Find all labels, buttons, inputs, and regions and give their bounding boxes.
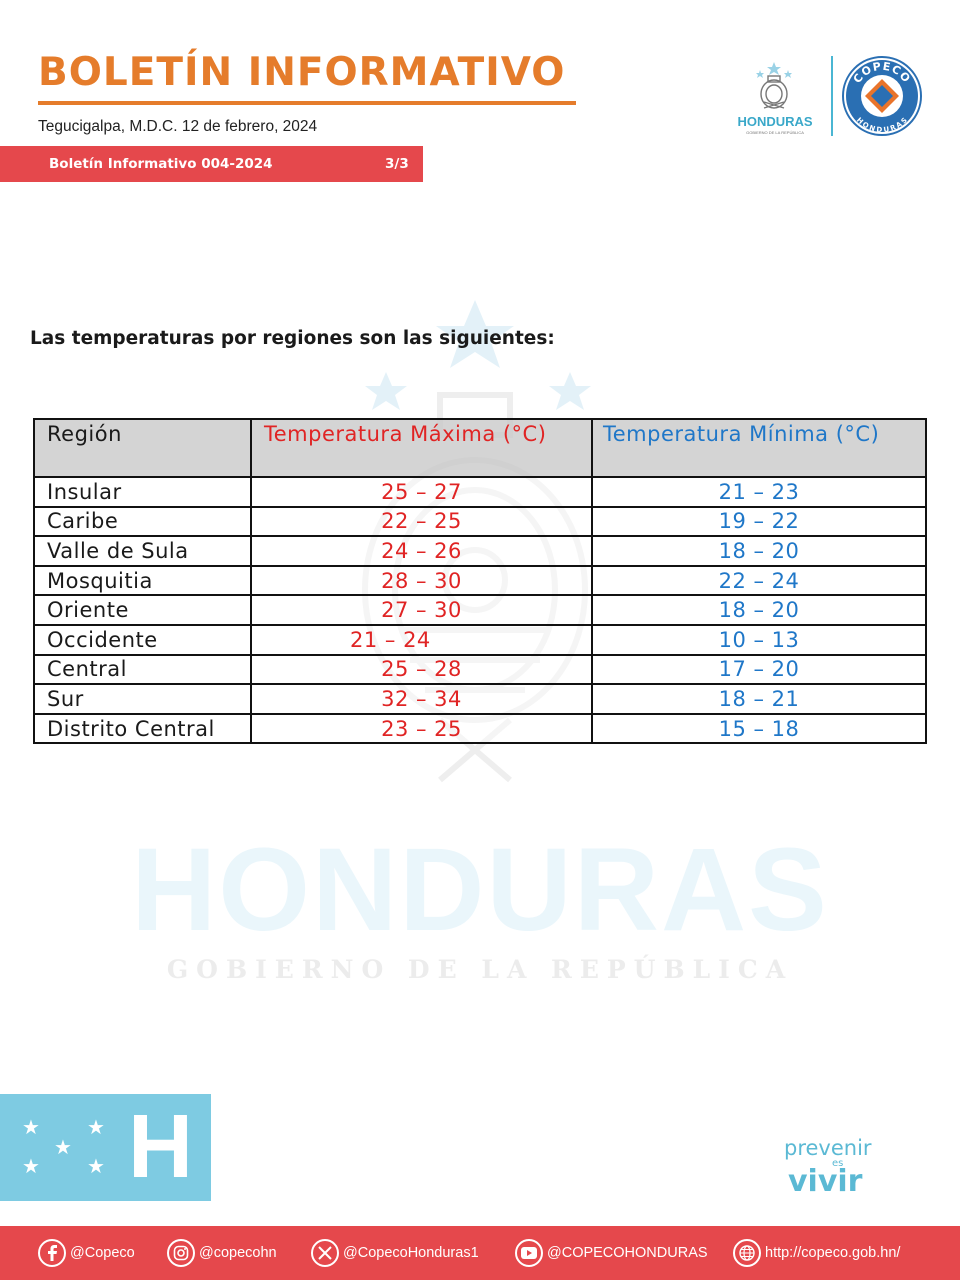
max-temp-cell: 27 – 30 <box>250 594 593 626</box>
social-label: http://copeco.gob.hn/ <box>765 1245 901 1261</box>
honduras-logo-subtext: GOBIERNO DE LA REPÚBLICA <box>746 130 804 135</box>
min-temp-cell: 18 – 21 <box>591 683 927 715</box>
region-cell: Mosquitia <box>33 564 252 597</box>
table-row: Valle de Sula 24 – 26 18 – 20 <box>33 535 927 567</box>
watermark-subtitle: GOBIERNO DE LA REPÚBLICA <box>166 955 794 984</box>
social-youtube[interactable]: @COPECOHONDURAS <box>515 1238 708 1268</box>
max-temp-cell: 23 – 25 <box>250 712 593 745</box>
table-row: Insular 25 – 27 21 – 23 <box>33 476 927 508</box>
header-min-temp: Temperatura Mínima (°C) <box>591 418 927 478</box>
table-row: Distrito Central 23 – 25 15 – 18 <box>33 712 927 745</box>
logo-divider <box>831 56 833 136</box>
table-row: Occidente 21 – 24 10 – 13 <box>33 623 927 656</box>
copeco-logo-icon: COPECO HONDURAS <box>842 56 922 136</box>
honduras-logo-text: HONDURAS <box>737 114 813 129</box>
star-icon: ★ <box>22 1154 40 1178</box>
title-underline <box>38 101 576 105</box>
table-row: Central 25 – 28 17 – 20 <box>33 653 927 686</box>
page-title: BOLETÍN INFORMATIVO <box>38 50 566 95</box>
min-temp-cell: 17 – 20 <box>591 653 927 686</box>
social-label: @copecohn <box>199 1245 277 1261</box>
star-icon: ★ <box>54 1135 72 1159</box>
region-cell: Insular <box>33 476 252 508</box>
page-indicator: 3/3 <box>385 156 409 172</box>
table-row: Sur 32 – 34 18 – 21 <box>33 683 927 715</box>
social-label: @CopecoHonduras1 <box>343 1245 479 1261</box>
slogan-line3: vivir <box>788 1164 863 1199</box>
min-temp-cell: 15 – 18 <box>591 712 927 745</box>
social-label: @Copeco <box>70 1245 135 1261</box>
slogan-logo: prevenir es vivir <box>780 1136 910 1200</box>
min-temp-cell: 22 – 24 <box>591 564 927 597</box>
temperature-table: Región Temperatura Máxima (°C) Temperatu… <box>33 418 927 745</box>
social-label: @COPECOHONDURAS <box>547 1245 708 1261</box>
honduras-government-logo: HONDURAS GOBIERNO DE LA REPÚBLICA <box>732 62 818 135</box>
honduras-flag-block: ★ ★ ★ ★ ★ H <box>0 1094 211 1201</box>
region-cell: Caribe <box>33 505 252 538</box>
region-cell: Valle de Sula <box>33 535 252 567</box>
table-row: Oriente 27 – 30 18 – 20 <box>33 594 927 626</box>
table-row: Caribe 22 – 25 19 – 22 <box>33 505 927 538</box>
min-temp-cell: 18 – 20 <box>591 535 927 567</box>
social-website[interactable]: http://copeco.gob.hn/ <box>733 1238 900 1268</box>
star-icon: ★ <box>22 1115 40 1139</box>
star-icon: ★ <box>87 1115 105 1139</box>
star-icon: ★ <box>87 1154 105 1178</box>
social-x[interactable]: @CopecoHonduras1 <box>311 1238 479 1268</box>
instagram-icon <box>167 1239 195 1267</box>
bulletin-code: Boletín Informativo 004-2024 <box>49 156 273 172</box>
social-instagram[interactable]: @copecohn <box>167 1238 277 1268</box>
min-temp-cell: 19 – 22 <box>591 505 927 538</box>
region-cell: Oriente <box>33 594 252 626</box>
max-temp-cell: 32 – 34 <box>250 683 593 715</box>
region-cell: Occidente <box>33 623 252 656</box>
watermark-honduras: HONDURAS <box>131 824 829 956</box>
social-facebook[interactable]: @Copeco <box>38 1238 135 1268</box>
max-temp-cell: 25 – 27 <box>250 476 593 508</box>
dateline: Tegucigalpa, M.D.C. 12 de febrero, 2024 <box>38 118 318 135</box>
coat-of-arms-icon <box>756 62 792 109</box>
flag-letter: H <box>128 1097 193 1197</box>
max-temp-cell: 22 – 25 <box>250 505 593 538</box>
x-icon <box>311 1239 339 1267</box>
intro-text: Las temperaturas por regiones son las si… <box>30 328 555 349</box>
table-header-row: Región Temperatura Máxima (°C) Temperatu… <box>33 418 927 478</box>
facebook-icon <box>38 1239 66 1267</box>
globe-icon <box>733 1239 761 1267</box>
table-row: Mosquitia 28 – 30 22 – 24 <box>33 564 927 597</box>
slogan-line1: prevenir <box>784 1136 872 1160</box>
header-max-temp: Temperatura Máxima (°C) <box>250 418 593 478</box>
slogan-line2: es <box>832 1158 844 1169</box>
region-cell: Central <box>33 653 252 686</box>
footer-social-bar: @Copeco @copecohn @CopecoHonduras1 @COPE… <box>0 1226 960 1280</box>
max-temp-cell: 24 – 26 <box>250 535 593 567</box>
header-region: Región <box>33 418 252 478</box>
region-cell: Distrito Central <box>33 712 252 745</box>
max-temp-cell: 28 – 30 <box>250 564 593 597</box>
youtube-icon <box>515 1239 543 1267</box>
bulletin-bar: Boletín Informativo 004-2024 3/3 <box>0 146 423 182</box>
region-cell: Sur <box>33 683 252 715</box>
min-temp-cell: 10 – 13 <box>591 623 927 656</box>
min-temp-cell: 21 – 23 <box>591 476 927 508</box>
max-temp-cell: 25 – 28 <box>250 653 593 686</box>
min-temp-cell: 18 – 20 <box>591 594 927 626</box>
max-temp-cell: 21 – 24 <box>250 623 593 656</box>
